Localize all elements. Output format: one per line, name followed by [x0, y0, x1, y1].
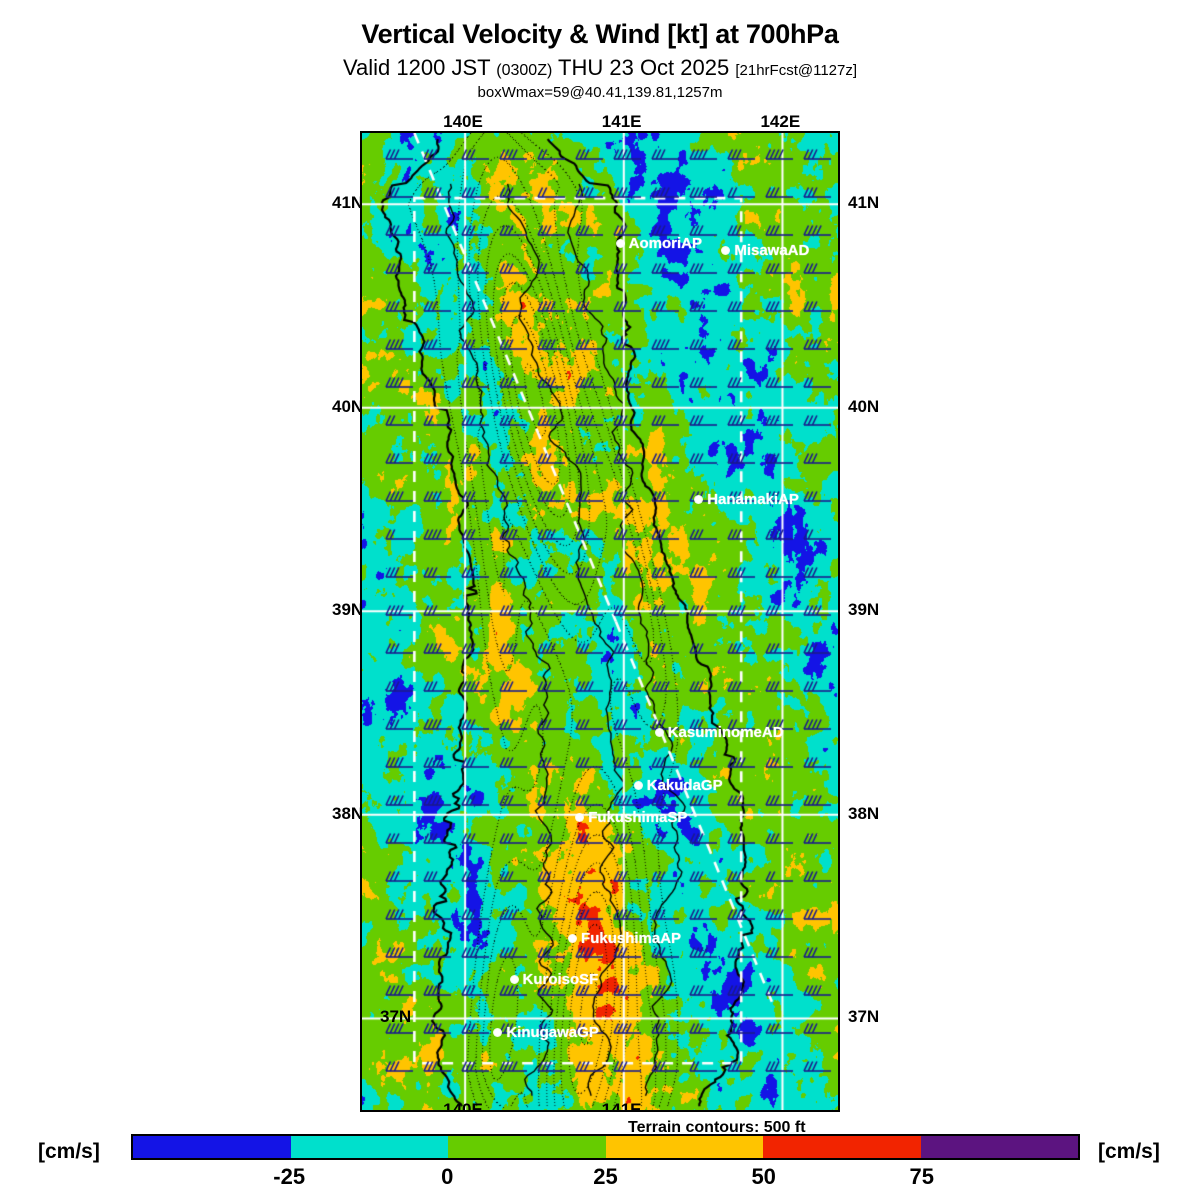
colorbar-unit-left: [cm/s] [38, 1140, 100, 1163]
city-marker-misawaad[interactable]: MisawaAD [722, 242, 809, 259]
valid-date: THU 23 Oct 2025 [558, 54, 730, 80]
colorbar-segment-1 [290, 1136, 448, 1158]
lat-label-left-39N: 39N [332, 600, 364, 620]
city-marker-kakudagp[interactable]: KakudaGP [634, 776, 723, 794]
lon-label-top-140E: 140E [443, 112, 483, 131]
vertical-velocity-field [362, 133, 838, 1110]
title-block: Vertical Velocity & Wind [kt] at 700hPa … [0, 0, 1200, 101]
city-label: KuroisoSF [522, 971, 599, 989]
city-marker-kinugawagp[interactable]: KinugawaGP [494, 1024, 599, 1041]
city-label: MisawaAD [734, 242, 810, 260]
lon-label-bottom-140E: 140E [443, 1100, 483, 1112]
colorbar-tick-75: 75 [909, 1164, 935, 1189]
city-dot-icon [616, 240, 624, 248]
city-label: KasuminomeAD [667, 723, 784, 741]
colorbar-tick-25: 25 [593, 1164, 618, 1189]
lon-label-top-142E: 142E [760, 112, 801, 131]
colorbar-segment-2 [448, 1136, 606, 1158]
city-marker-fukushimaap[interactable]: FukushimaAP [569, 930, 681, 947]
colorbar: [cm/s] [cm/s] -25 0 25 50 75 [0, 1130, 1200, 1190]
city-marker-kasuminomead[interactable]: KasuminomeAD [655, 723, 784, 741]
city-dot-icon [634, 781, 642, 789]
colorbar-tick-0: 0 [441, 1164, 454, 1189]
colorbar-segment-3 [605, 1136, 763, 1158]
city-dot-icon [569, 935, 577, 943]
lat-label-left-38N: 38N [332, 803, 364, 823]
terrain-contour-note: Terrain contours: 500 ft [628, 1119, 806, 1136]
city-dot-icon [655, 728, 663, 736]
valid-line: Valid 1200 JST (0300Z) THU 23 Oct 2025 [… [0, 54, 1200, 80]
city-label: KinugawaGP [506, 1023, 599, 1041]
city-marker-aomoriap[interactable]: AomoriAP [616, 235, 702, 253]
city-label: KakudaGP [646, 776, 723, 794]
lon-label-top-141E: 141E [601, 112, 642, 131]
city-label: HanamakiAP [707, 491, 799, 509]
lat-label-left-41N: 41N [332, 193, 364, 213]
page-title: Vertical Velocity & Wind [kt] at 700hPa [361, 19, 839, 49]
city-marker-kuroisosf[interactable]: KuroisoSF [510, 971, 599, 989]
boxwmax-line: boxWmax=59@40.41,139.81,1257m [477, 83, 723, 101]
lat-label-inner-37N: 37N [380, 1007, 412, 1027]
city-label: AomoriAP [628, 235, 702, 253]
map-panel[interactable]: AomoriAP MisawaAD HanamakiAP KasuminomeAD Ka… [360, 131, 840, 1112]
city-label: FukushimaAP [581, 930, 682, 948]
lat-label-right-37N: 37N [848, 1007, 880, 1027]
valid-utc: (0300Z) [496, 61, 553, 79]
forecast-tag: [21hrFcst@1127z] [735, 61, 858, 79]
lon-label-bottom-141E: 141E [601, 1100, 642, 1112]
lat-label-right-38N: 38N [848, 803, 880, 823]
city-marker-fukushimasp[interactable]: FukushimaSP [576, 809, 687, 826]
colorbar-unit-right: [cm/s] [1098, 1140, 1160, 1163]
lat-label-left-40N: 40N [332, 396, 364, 416]
colorbar-tick-50: 50 [751, 1164, 776, 1189]
colorbar-scale [131, 1134, 1080, 1160]
city-dot-icon [695, 496, 703, 504]
lat-label-right-39N: 39N [848, 600, 880, 620]
city-label: FukushimaSP [588, 808, 688, 826]
city-marker-hanamakiap[interactable]: HanamakiAP [695, 491, 799, 508]
colorbar-segment-0 [133, 1136, 291, 1158]
city-dot-icon [722, 247, 730, 255]
colorbar-segment-4 [763, 1136, 921, 1158]
valid-prefix: Valid 1200 JST [342, 54, 491, 80]
lat-label-right-41N: 41N [848, 193, 880, 213]
colorbar-segment-5 [920, 1136, 1078, 1158]
city-dot-icon [510, 976, 518, 984]
city-dot-icon [494, 1028, 502, 1036]
colorbar-tick--25: -25 [273, 1164, 306, 1189]
city-dot-icon [576, 813, 584, 821]
lat-label-right-40N: 40N [848, 396, 880, 416]
